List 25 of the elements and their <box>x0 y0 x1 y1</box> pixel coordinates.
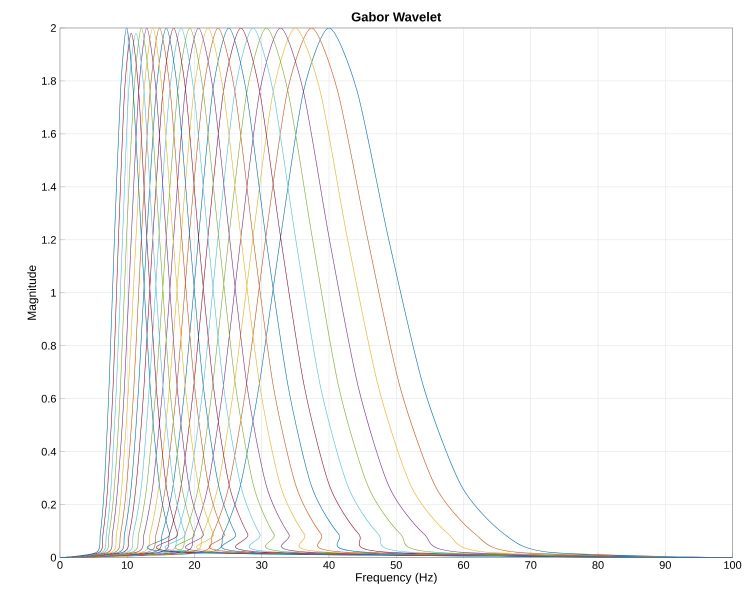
chart-title: Gabor Wavelet <box>352 12 442 22</box>
x-tick-label: 40 <box>323 561 335 570</box>
x-tick-label: 10 <box>122 561 133 570</box>
y-tick-label: 1 <box>51 289 56 297</box>
x-tick-label: 100 <box>724 561 742 570</box>
x-tick-label: 0 <box>57 561 63 570</box>
y-tick-label: 1.4 <box>42 183 56 191</box>
y-tick-label: 1.8 <box>42 77 56 86</box>
y-tick-label: 1.2 <box>42 236 56 244</box>
x-tick-label: 20 <box>188 561 200 570</box>
x-tick-label: 80 <box>592 561 604 570</box>
x-tick-label: 90 <box>660 561 671 570</box>
y-tick-label: 0.4 <box>42 448 56 456</box>
y-tick-label: 1.6 <box>42 130 56 138</box>
y-tick-label: 0 <box>50 554 56 562</box>
x-tick-label: 30 <box>256 561 268 570</box>
x-axis-title: Frequency (Hz) <box>356 572 437 584</box>
y-tick-label: 0.8 <box>42 342 56 350</box>
y-axis-title: Magnitude <box>27 266 38 320</box>
x-tick-label: 70 <box>525 561 536 570</box>
y-tick-label: 2 <box>50 24 56 32</box>
x-tick-label: 50 <box>390 561 402 570</box>
x-tick-label: 60 <box>458 561 470 570</box>
y-tick-label: 0.2 <box>42 501 56 509</box>
y-tick-label: 0.6 <box>42 395 56 403</box>
